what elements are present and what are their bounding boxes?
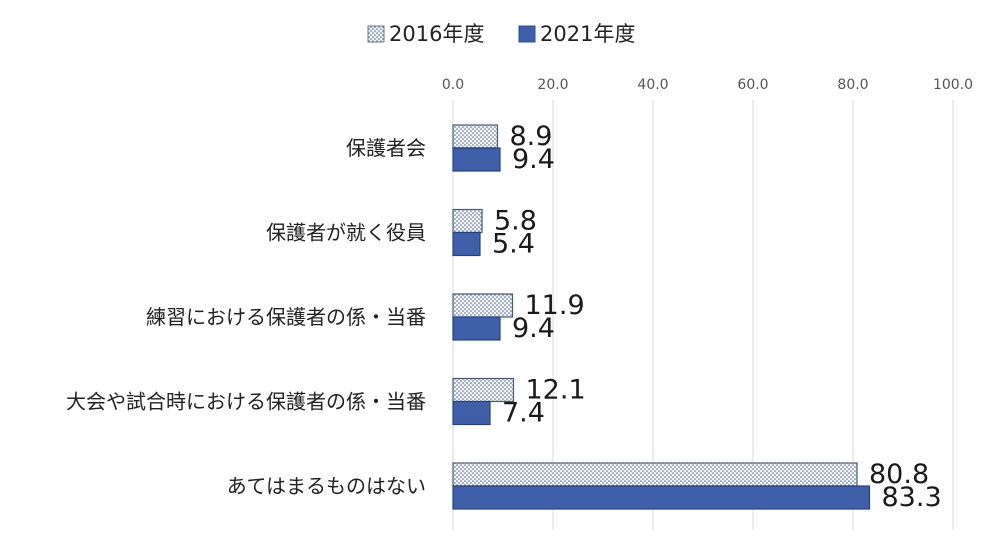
bar-2016 [452,462,858,487]
x-tick-label: 20.0 [537,77,568,93]
x-tick-label: 60.0 [737,77,768,93]
data-label: 83.3 [882,482,942,513]
category-label: 保護者会 [346,136,426,160]
bar-2016 [452,293,514,318]
data-labels: 8.99.45.85.411.99.412.17.480.883.3 [492,121,942,513]
category-label: 大会や試合時における保護者の係・当番 [66,390,426,414]
data-label: 5.4 [492,229,535,260]
x-tick-label: 80.0 [837,77,868,93]
bar-2016 [452,124,499,149]
bar-2021 [452,400,491,426]
bars [452,124,871,510]
data-label: 5.8 [494,206,537,237]
data-label: 9.4 [512,313,555,344]
data-label: 11.9 [525,290,585,321]
category-label: あてはまるものはない [227,474,426,498]
gridlines [452,100,954,530]
data-label: 80.8 [869,459,929,490]
data-label: 8.9 [510,121,553,152]
data-label: 9.4 [512,144,555,175]
category-label: 練習における保護者の係・当番 [146,305,426,329]
legend-label-1: 2016年度 [389,22,484,46]
bar-2021 [452,316,501,341]
category-labels: 保護者会保護者が就く役員練習における保護者の係・当番大会や試合時における保護者の… [66,136,426,498]
category-label: 保護者が就く役員 [266,221,426,245]
legend-label-2: 2021年度 [540,22,635,46]
bar-2021 [452,231,481,257]
x-tick-label: 100.0 [933,77,973,93]
x-axis-ticks: 0.0 20.0 40.0 60.0 80.0 100.0 [442,77,973,93]
x-tick-label: 0.0 [442,77,464,93]
legend-swatch-1 [367,25,385,43]
data-label: 12.1 [526,375,586,406]
x-tick-label: 40.0 [637,77,668,93]
bar-2016 [452,208,483,234]
legend-swatch-2 [518,25,536,43]
legend: 2016年度 2021年度 [367,22,635,46]
data-label: 7.4 [502,398,545,429]
bar-2021 [452,485,871,510]
bar-2021 [452,147,501,172]
